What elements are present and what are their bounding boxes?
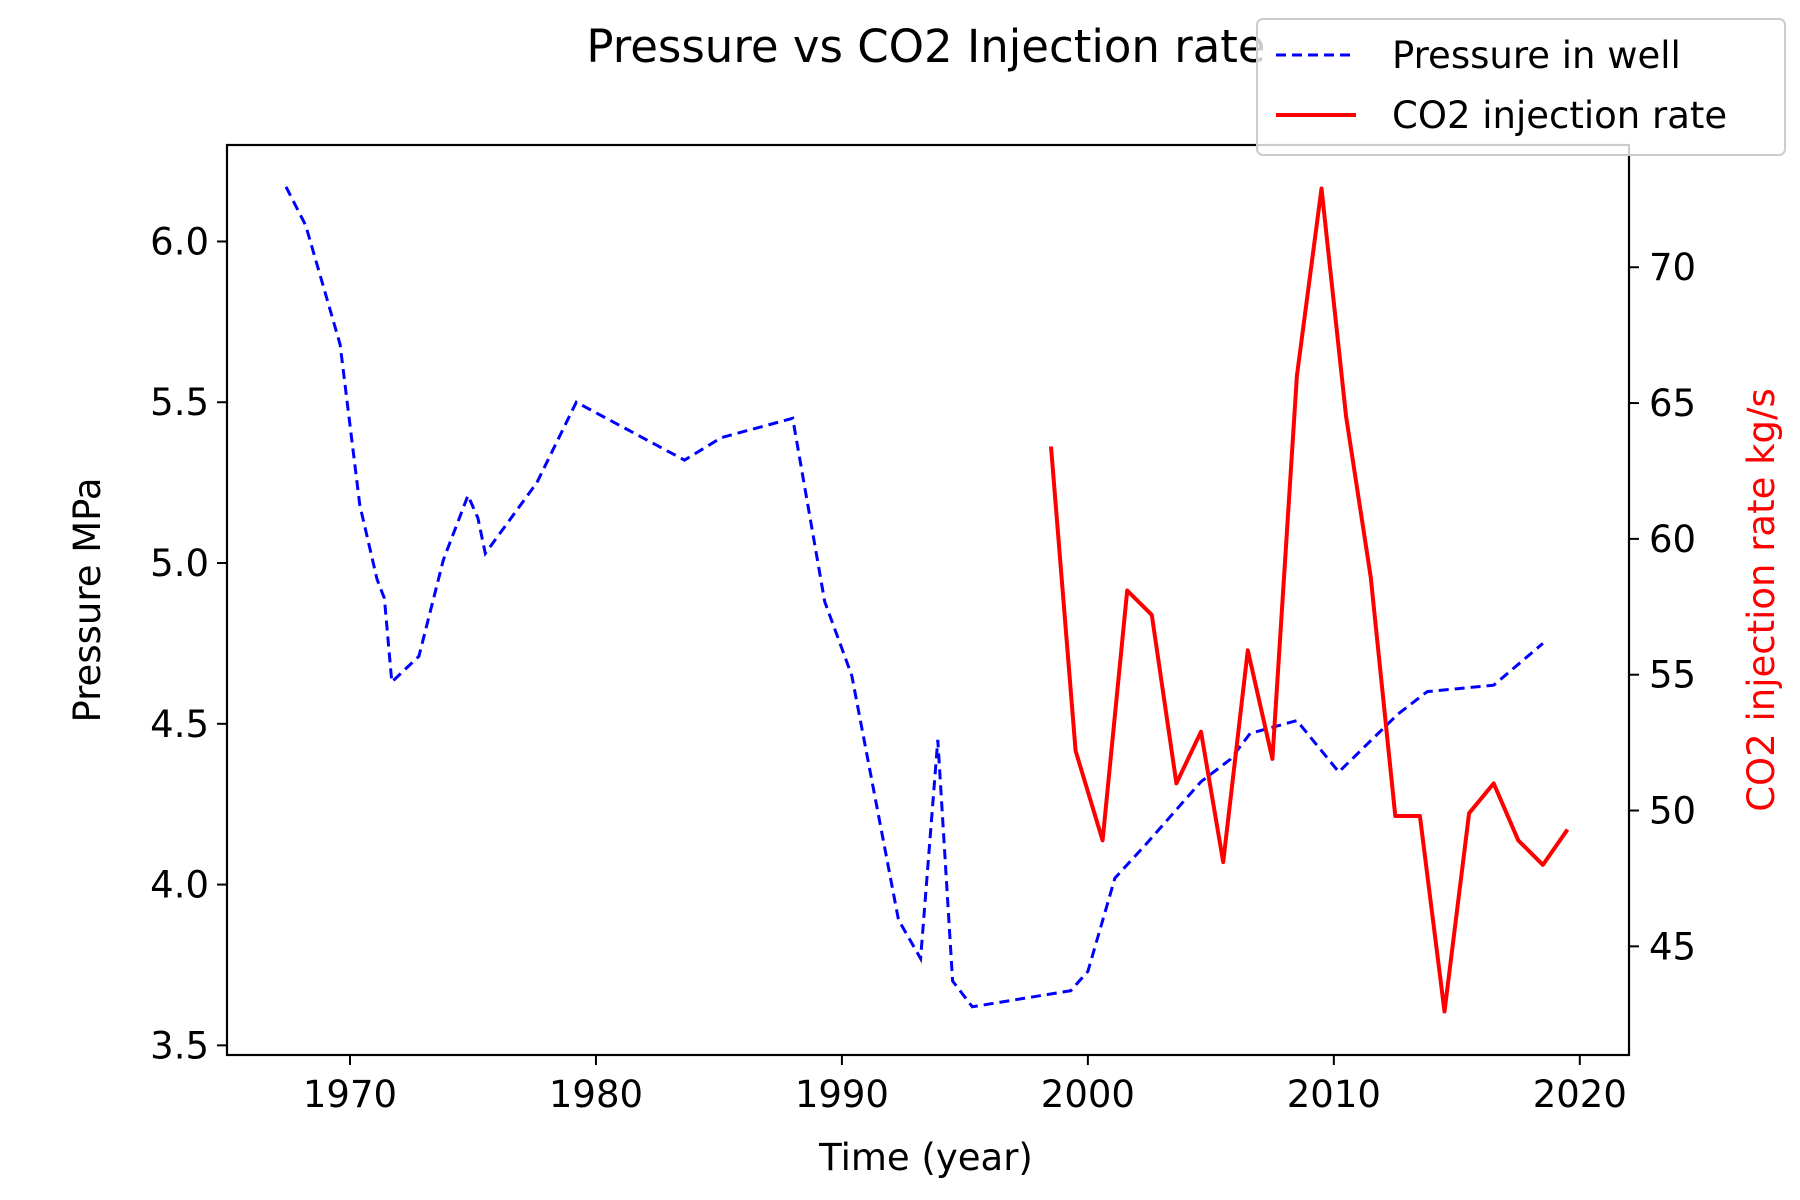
legend-frame xyxy=(1256,18,1786,156)
y-tick-label: 5.0 xyxy=(150,542,209,585)
y-tick-label: 4.0 xyxy=(150,864,209,907)
y2-tick-label: 55 xyxy=(1649,654,1696,697)
chart-title: Pressure vs CO2 Injection rate xyxy=(586,20,1265,73)
y-axis-left-title: Pressure MPa xyxy=(66,478,109,723)
legend-label-co2: CO2 injection rate xyxy=(1392,94,1727,137)
x-axis: 1970 1980 1990 2000 2010 2020 xyxy=(303,1055,1627,1116)
y-tick-label: 4.5 xyxy=(150,703,209,746)
y2-tick-label: 45 xyxy=(1649,925,1696,968)
y-tick-label: 5.5 xyxy=(150,381,209,424)
x-tick-label: 1980 xyxy=(549,1073,643,1116)
y-tick-label: 6.0 xyxy=(150,220,209,263)
plot-frame xyxy=(225,143,1631,1057)
y-axis-right-title: CO2 injection rate kg/s xyxy=(1740,388,1783,812)
y2-tick-label: 65 xyxy=(1649,382,1696,425)
x-axis-title: Time (year) xyxy=(818,1136,1033,1179)
x-tick-label: 1970 xyxy=(303,1073,397,1116)
series-line-pressure-in-well xyxy=(284,186,1544,1009)
x-tick-label: 2000 xyxy=(1041,1073,1135,1116)
x-tick-label: 2020 xyxy=(1533,1073,1627,1116)
x-tick-label: 1990 xyxy=(795,1073,889,1116)
x-tick-label: 2010 xyxy=(1287,1073,1381,1116)
y-axis-left: 3.5 4.0 4.5 5.0 5.5 6.0 xyxy=(150,220,227,1067)
legend: Pressure in well CO2 injection rate xyxy=(1256,18,1786,156)
y2-tick-label: 60 xyxy=(1649,518,1696,561)
series-line-co2-injection-rate xyxy=(1049,186,1570,1014)
y2-tick-label: 50 xyxy=(1649,790,1696,833)
y-tick-label: 3.5 xyxy=(150,1024,209,1067)
legend-label-pressure: Pressure in well xyxy=(1392,34,1681,77)
y-axis-right: 45 50 55 60 65 70 xyxy=(1629,246,1696,968)
plot-area xyxy=(284,186,1570,1014)
y2-tick-label: 70 xyxy=(1649,246,1696,289)
